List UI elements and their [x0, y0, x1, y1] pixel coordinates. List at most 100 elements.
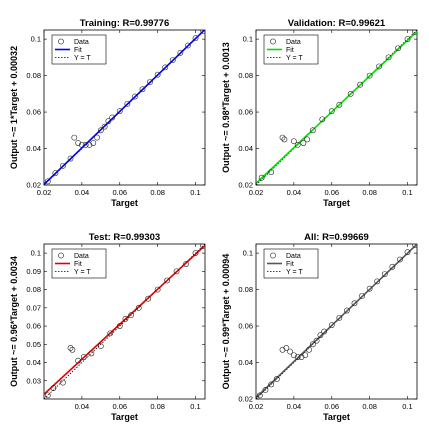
data-point	[200, 244, 205, 249]
y-tick-label: 0.1	[243, 249, 253, 258]
y-tick-label: 0.08	[26, 285, 41, 294]
data-point	[290, 352, 297, 359]
data-point	[389, 263, 396, 270]
data-point	[302, 352, 309, 359]
data-point	[185, 42, 191, 49]
x-tick-label: 0.02	[37, 188, 52, 197]
data-point	[69, 346, 76, 353]
legend-label-identity: Y = T	[74, 269, 91, 276]
data-point	[381, 271, 388, 277]
legend-label-fit: Fit	[286, 261, 294, 268]
data-point	[88, 350, 95, 357]
y-axis-label: Output ~= 1*Target + 0.00032	[9, 46, 19, 169]
y-axis-label: Output ~= 0.99*Target + 0.00094	[221, 254, 231, 390]
data-point	[385, 54, 392, 61]
data-point	[321, 328, 328, 335]
legend-data-marker	[270, 38, 276, 45]
data-point	[347, 90, 354, 97]
data-point	[86, 141, 93, 148]
data-point	[147, 79, 153, 85]
x-tick-label: 0.08	[150, 402, 165, 411]
data-point	[116, 323, 123, 329]
fit-line	[256, 244, 417, 399]
data-point	[94, 134, 100, 141]
data-point	[101, 123, 108, 130]
data-point	[404, 249, 411, 256]
data-point	[60, 162, 66, 169]
y-tick-label: 0.08	[238, 285, 253, 294]
data-point	[135, 304, 142, 311]
y-tick-label: 0.03	[26, 376, 41, 385]
y-tick-label: 0.06	[238, 108, 253, 117]
data-point	[336, 314, 343, 321]
data-point	[268, 169, 275, 176]
x-tick-label: 0.06	[112, 402, 127, 411]
data-point	[75, 140, 81, 146]
data-point	[357, 81, 364, 88]
y-tick-label: 0.06	[26, 322, 41, 331]
data-point	[192, 250, 199, 257]
data-point	[412, 244, 417, 248]
data-point	[395, 45, 401, 52]
data-point	[304, 136, 311, 143]
chart-panel-3: 0.04 0.06 0.08 0.1 0.03 0.04 0.05 0.06 0.07 0.08 0…	[9, 232, 206, 422]
plot-area	[44, 30, 205, 185]
plot-area	[256, 244, 417, 399]
data-point	[268, 381, 275, 388]
x-tick-label: 0.1	[190, 188, 200, 197]
x-tick-label: 0.08	[150, 188, 165, 197]
data-point	[50, 385, 57, 391]
x-tick-label: 0.06	[324, 188, 339, 197]
data-point	[132, 93, 138, 100]
data-point	[90, 140, 97, 146]
data-point	[97, 343, 104, 350]
chart-panel-4: 0.02 0.04 0.06 0.08 0.1 0.02 0.04 0.06 0.08 0.1 Al…	[221, 232, 418, 422]
x-tick-label: 0.06	[112, 188, 127, 197]
data-point	[139, 86, 146, 93]
y-axis-label: Output ~= 0.96*Target + 0.0034	[9, 256, 19, 387]
x-axis-label: Target	[323, 198, 350, 208]
data-point	[328, 322, 335, 329]
fit-line	[44, 244, 205, 395]
data-point	[298, 354, 305, 360]
legend-label-identity: Y = T	[286, 269, 303, 276]
data-point	[319, 116, 326, 123]
data-point	[374, 278, 381, 285]
y-tick-label: 0.08	[238, 71, 253, 80]
y-tick-label: 0.02	[238, 395, 253, 404]
y-tick-label: 0.08	[26, 71, 41, 80]
legend-label-data: Data	[286, 253, 301, 260]
chart-title: Training: R=0.99776	[80, 18, 170, 29]
y-tick-label: 0.05	[26, 340, 41, 349]
chart-panel-2: 0.02 0.04 0.06 0.08 0.1 0.02 0.04 0.06 0.08 0.1 Va…	[221, 18, 418, 208]
x-tick-label: 0.06	[324, 402, 339, 411]
chart-title: Test: R=0.99303	[89, 232, 160, 243]
data-point	[192, 35, 199, 42]
data-point	[336, 101, 343, 108]
data-point	[154, 71, 161, 78]
chart-title: Validation: R=0.99621	[288, 18, 386, 29]
x-tick-label: 0.02	[249, 402, 264, 411]
data-point	[404, 36, 411, 43]
data-point	[177, 49, 184, 56]
data-point	[164, 277, 171, 284]
data-point	[290, 138, 297, 145]
x-axis-label: Target	[111, 198, 138, 208]
legend-label-fit: Fit	[74, 261, 82, 268]
legend-label-data: Data	[74, 39, 89, 46]
data-point	[122, 315, 129, 322]
data-point	[262, 386, 269, 393]
y-tick-label: 0.04	[26, 358, 41, 367]
data-point	[366, 285, 373, 292]
data-point	[283, 345, 290, 351]
x-tick-label: 0.04	[75, 402, 90, 411]
x-tick-label: 0.1	[402, 402, 412, 411]
data-point	[258, 174, 265, 181]
x-tick-label: 0.02	[249, 188, 264, 197]
data-point	[366, 72, 373, 79]
legend-label-identity: Y = T	[74, 55, 91, 62]
data-point	[44, 178, 51, 185]
